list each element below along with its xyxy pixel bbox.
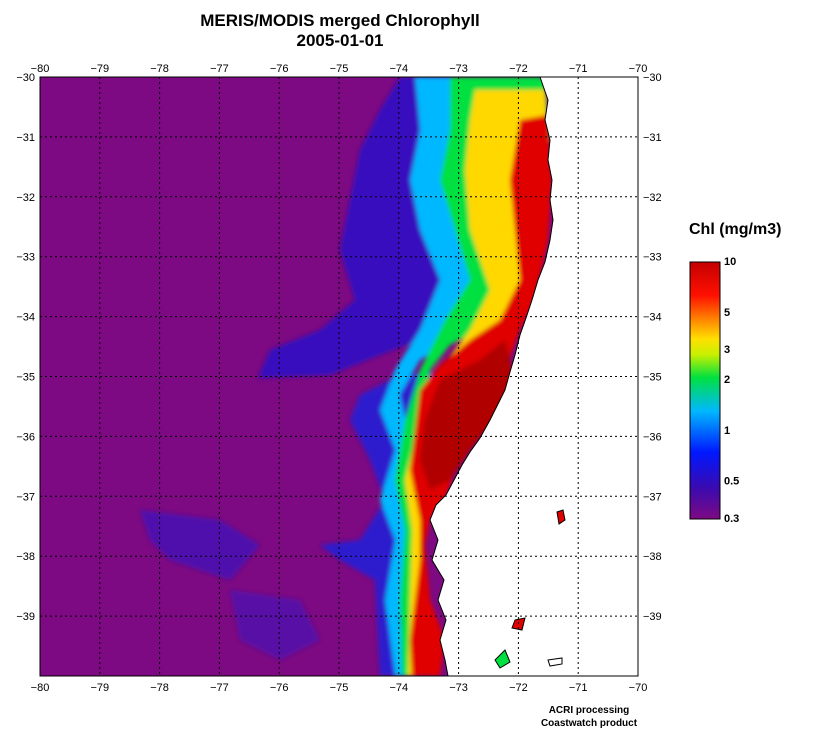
longitude-tick-label: −74 xyxy=(389,63,408,75)
longitude-labels-top: −80 −79 −78 −77 −76 −75 −74 −73 −72 −71 −70 xyxy=(31,63,648,75)
latitude-labels-right: −30 −31 −32 −33 −34 −35 −36 −37 −38 −39 xyxy=(643,72,662,623)
latitude-tick-label: −39 xyxy=(643,611,662,623)
longitude-tick-label: −76 xyxy=(270,63,289,75)
legend-label: 10 xyxy=(724,256,736,268)
latitude-tick-label: −38 xyxy=(16,551,35,563)
legend-colorbar xyxy=(689,261,721,520)
credit-processing: ACRI processing xyxy=(548,705,630,716)
chl-yellow-band xyxy=(405,90,548,676)
longitude-tick-label: −75 xyxy=(330,682,349,694)
map-area xyxy=(40,77,638,676)
longitude-tick-label: −71 xyxy=(569,682,588,694)
longitude-tick-label: −73 xyxy=(449,682,468,694)
longitude-tick-label: −74 xyxy=(389,682,408,694)
legend-label: 5 xyxy=(724,307,730,319)
latitude-tick-label: −33 xyxy=(643,252,662,264)
island-fragment xyxy=(547,657,563,667)
chl-blue-offshore-1 xyxy=(140,510,260,580)
legend-label: 1 xyxy=(724,425,730,437)
longitude-tick-label: −75 xyxy=(330,63,349,75)
longitude-tick-label: −72 xyxy=(509,63,528,75)
longitude-tick-label: −80 xyxy=(31,63,50,75)
latitude-labels-left: −30 −31 −32 −33 −34 −35 −36 −37 −38 −39 xyxy=(16,72,35,623)
longitude-tick-label: −78 xyxy=(150,63,169,75)
island-fragment xyxy=(556,509,566,525)
island-fragment xyxy=(494,649,511,669)
legend-labels: 10 5 3 2 1 0.5 0.3 xyxy=(724,256,739,525)
legend-title: Chl (mg/m3) xyxy=(689,221,782,238)
legend-label: 0.5 xyxy=(724,476,739,488)
latitude-tick-label: −35 xyxy=(643,372,662,384)
longitude-tick-label: −71 xyxy=(569,63,588,75)
longitude-tick-label: −78 xyxy=(150,682,169,694)
longitude-tick-label: −79 xyxy=(90,63,109,75)
legend-label: 2 xyxy=(724,374,730,386)
legend-label: 3 xyxy=(724,344,730,356)
latitude-tick-label: −36 xyxy=(16,431,35,443)
latitude-tick-label: −38 xyxy=(643,551,662,563)
latitude-tick-label: −30 xyxy=(643,72,662,84)
longitude-tick-label: −70 xyxy=(629,682,648,694)
latitude-tick-label: −37 xyxy=(16,491,35,503)
latitude-tick-label: −37 xyxy=(643,491,662,503)
legend-label: 0.3 xyxy=(724,513,739,525)
latitude-tick-label: −34 xyxy=(643,312,662,324)
longitude-tick-label: −76 xyxy=(270,682,289,694)
longitude-tick-label: −79 xyxy=(90,682,109,694)
land-mass xyxy=(429,77,638,676)
chl-darkred-core xyxy=(420,340,515,490)
longitude-tick-label: −72 xyxy=(509,682,528,694)
longitude-tick-label: −70 xyxy=(629,63,648,75)
longitude-tick-label: −80 xyxy=(31,682,50,694)
longitude-tick-label: −77 xyxy=(210,682,229,694)
credit-product: Coastwatch product xyxy=(540,718,638,729)
latitude-tick-label: −31 xyxy=(16,132,35,144)
latitude-tick-label: −32 xyxy=(643,192,662,204)
latitude-tick-label: −36 xyxy=(643,431,662,443)
latitude-tick-label: −30 xyxy=(16,72,35,84)
latitude-tick-label: −31 xyxy=(643,132,662,144)
latitude-tick-label: −34 xyxy=(16,312,35,324)
latitude-tick-label: −32 xyxy=(16,192,35,204)
chl-blue-offshore-2 xyxy=(230,590,320,660)
map-date: 2005-01-01 xyxy=(296,31,384,50)
longitude-tick-label: −73 xyxy=(449,63,468,75)
latitude-tick-label: −35 xyxy=(16,372,35,384)
latitude-tick-label: −39 xyxy=(16,611,35,623)
latitude-tick-label: −33 xyxy=(16,252,35,264)
longitude-labels-bottom: −80 −79 −78 −77 −76 −75 −74 −73 −72 −71 −70 xyxy=(31,682,648,694)
map-title: MERIS/MODIS merged Chlorophyll xyxy=(200,11,480,30)
plot-frame xyxy=(39,76,639,677)
longitude-tick-label: −77 xyxy=(210,63,229,75)
